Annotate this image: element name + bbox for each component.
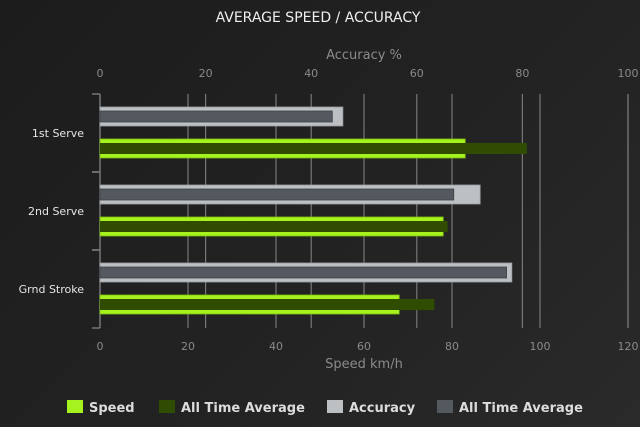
category-label: 1st Serve — [32, 127, 84, 140]
bottom-tick-label: 0 — [97, 340, 104, 353]
accuracy-average-bar — [99, 188, 455, 201]
bottom-tick-label: 20 — [181, 340, 195, 353]
speed-average-bar — [100, 299, 435, 310]
accuracy-average-bar — [99, 110, 333, 123]
legend-label: All Time Average — [181, 401, 305, 416]
top-axis-title: Accuracy % — [326, 48, 402, 63]
top-tick-label: 100 — [618, 67, 639, 80]
legend-swatch — [437, 400, 453, 413]
category-label: 2nd Serve — [28, 205, 84, 218]
top-tick-label: 80 — [515, 67, 529, 80]
legend-label: Speed — [89, 401, 135, 416]
bottom-tick-label: 120 — [618, 340, 639, 353]
bottom-axis-title: Speed km/h — [325, 357, 403, 372]
legend-label: All Time Average — [459, 401, 583, 416]
top-tick-label: 0 — [97, 67, 104, 80]
chart-title: AVERAGE SPEED / ACCURACY — [216, 10, 421, 26]
bottom-tick-label: 60 — [357, 340, 371, 353]
category-label: Grnd Stroke — [19, 283, 85, 296]
speed-average-bar — [100, 143, 527, 154]
legend-swatch — [159, 400, 175, 413]
bottom-tick-label: 40 — [269, 340, 283, 353]
legend-swatch — [67, 400, 83, 413]
legend-swatch — [327, 400, 343, 413]
legend-label: Accuracy — [349, 401, 416, 416]
bottom-tick-label: 100 — [530, 340, 551, 353]
accuracy-average-bar — [99, 266, 507, 279]
top-tick-label: 60 — [410, 67, 424, 80]
top-tick-label: 40 — [304, 67, 318, 80]
top-tick-label: 20 — [199, 67, 213, 80]
bottom-tick-label: 80 — [445, 340, 459, 353]
speed-average-bar — [100, 221, 448, 232]
